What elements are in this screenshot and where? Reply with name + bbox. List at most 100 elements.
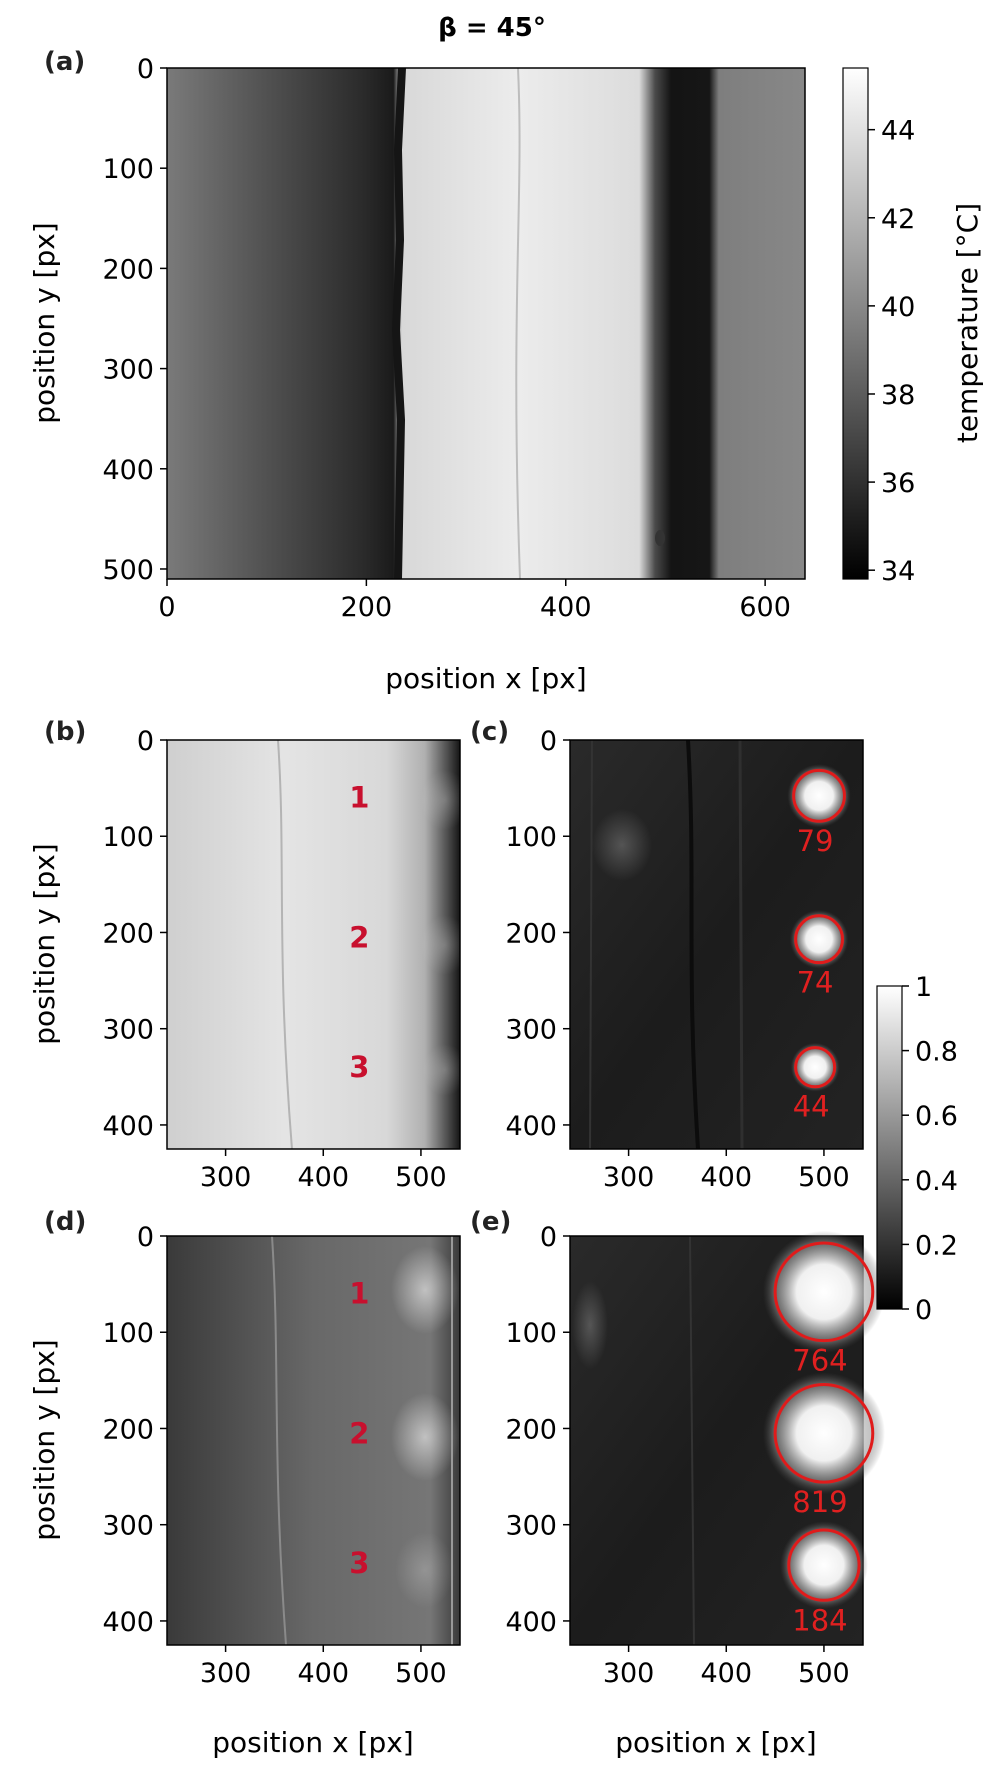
ytick-label-e-3: 300 [505, 1511, 557, 1542]
ytick-label-d-1: 100 [102, 1318, 154, 1349]
heatmap-a [167, 68, 805, 579]
frame-d [166, 1235, 461, 1646]
glow-e [572, 1281, 608, 1369]
cbar-ticks-a-label-5: 44 [881, 116, 915, 147]
ticks-b: 300 400 500 0 100 200 300 400 [102, 726, 446, 1193]
cbar-ticks-a-label-0: 34 [881, 556, 915, 587]
marker-d-1: 2 [349, 1416, 369, 1450]
glow-b-1 [421, 770, 460, 830]
streak-c-3 [589, 740, 593, 1149]
glow-b-3 [423, 1044, 460, 1096]
cbar-ticks-ce-label-4: 0.8 [915, 1037, 958, 1068]
marker-d-2: 3 [349, 1546, 369, 1580]
ytick-label-a-0: 0 [137, 54, 154, 85]
panel-label-d: (d) [44, 1207, 86, 1237]
xtick-label-d-2: 500 [395, 1658, 447, 1689]
streak-c-2 [738, 740, 744, 1149]
ytick-label-a-3: 300 [102, 355, 154, 386]
markers-b: 1 2 3 [349, 781, 369, 1084]
panel-d: (d) 300 400 500 0 100 200 300 400 1 2 3 position … [28, 1207, 461, 1759]
xtick-label-e-2: 500 [798, 1658, 850, 1689]
ticks-a: 0 200 400 600 0 100 200 300 400 500 [102, 54, 790, 623]
glow-b-2 [421, 915, 460, 975]
panel-label-e: (e) [470, 1207, 511, 1237]
xtick-label-b-2: 500 [395, 1162, 447, 1193]
xtick-label-c-1: 400 [700, 1162, 752, 1193]
marker-b-1: 2 [349, 920, 369, 954]
glow-d-2 [391, 1393, 459, 1481]
spot-value-e-0: 764 [792, 1344, 847, 1378]
ytick-label-c-1: 100 [505, 822, 557, 853]
xtick-label-b-1: 400 [297, 1162, 349, 1193]
ytick-label-a-2: 200 [102, 254, 154, 285]
marker-b-0: 1 [349, 781, 369, 815]
xlabel-e: position x [px] [615, 1726, 816, 1759]
spot-circle-e-1 [773, 1382, 875, 1484]
xtick-label-c-2: 500 [798, 1162, 850, 1193]
spot-value-e-1: 819 [792, 1485, 847, 1519]
cbar-ticks-ce-label-2: 0.4 [915, 1166, 958, 1197]
cbar-ticks-ce-label-3: 0.6 [915, 1101, 958, 1132]
streak-d [271, 1236, 287, 1645]
cbar-ticks-ce-label-0: 0 [915, 1295, 932, 1326]
heatmap-b [167, 740, 460, 1149]
ylabel-d: position y [px] [28, 1339, 61, 1540]
defect-a [655, 530, 665, 546]
glow-c [592, 809, 652, 881]
colorbar-ce [876, 985, 903, 1310]
xtick-label-a-3: 600 [739, 592, 791, 623]
xtick-label-e-0: 300 [603, 1658, 655, 1689]
spot-circle-e-2 [787, 1528, 861, 1602]
xtick-label-b-0: 300 [200, 1162, 252, 1193]
colorbar-ce-ticks: 0 0.2 0.4 0.6 0.8 1 [902, 972, 958, 1326]
frame-c [569, 739, 864, 1150]
xtick-label-d-0: 300 [200, 1658, 252, 1689]
glow-d-1 [391, 1246, 459, 1334]
spot-value-c-2: 44 [793, 1090, 830, 1124]
markers-d: 1 2 3 [349, 1277, 369, 1580]
ytick-label-e-2: 200 [505, 1414, 557, 1445]
ytick-label-e-0: 0 [540, 1222, 557, 1253]
spot-blob-c-2 [790, 1042, 840, 1092]
frame-a [166, 67, 806, 580]
ylabel-b: position y [px] [28, 843, 61, 1044]
spot-circle-c-1 [794, 914, 844, 965]
xtick-label-c-0: 300 [603, 1162, 655, 1193]
panel-a: (a) 0 200 400 600 0 100 200 300 400 500 position … [28, 47, 984, 695]
xtick-label-e-1: 400 [700, 1658, 752, 1689]
colorbar-a-ticks: 34 36 38 40 42 44 [868, 116, 915, 587]
spots-e: 764 819 184 [762, 1230, 885, 1637]
cbar-ticks-ce-label-1: 0.2 [915, 1230, 958, 1261]
xtick-label-d-1: 400 [297, 1658, 349, 1689]
cbar-ticks-a-label-3: 40 [881, 292, 915, 323]
spot-circle-c-0 [792, 768, 846, 823]
panel-e: (e) 300 400 500 0 100 200 300 400 764 819 184 pos… [470, 1207, 885, 1759]
ytick-label-a-1: 100 [102, 154, 154, 185]
ytick-label-b-4: 400 [102, 1111, 154, 1142]
spot-blob-e-0 [762, 1230, 885, 1353]
edge-a-left [391, 68, 406, 579]
panel-label-c: (c) [470, 717, 509, 747]
streak-a [515, 68, 521, 579]
spot-blob-c-0 [787, 764, 851, 828]
ytick-label-c-2: 200 [505, 918, 557, 949]
ytick-label-b-2: 200 [102, 918, 154, 949]
colorbar-a-label: temperature [°C] [951, 203, 984, 443]
ytick-label-d-2: 200 [102, 1414, 154, 1445]
colorbar-a [842, 67, 869, 580]
spots-c: 79 74 44 [787, 764, 851, 1124]
streak-e [689, 1236, 695, 1645]
cbar-ticks-a-label-4: 42 [881, 204, 915, 235]
ytick-label-a-4: 400 [102, 455, 154, 486]
cbar-ticks-a-label-1: 36 [881, 468, 915, 499]
spot-value-c-1: 74 [797, 966, 834, 1000]
spot-circle-c-2 [794, 1046, 837, 1089]
ticks-d: 300 400 500 0 100 200 300 400 [102, 1222, 446, 1689]
xtick-label-a-1: 200 [341, 592, 393, 623]
cbar-ticks-a-label-2: 38 [881, 380, 915, 411]
spot-blob-e-2 [779, 1521, 868, 1610]
figure-title: β = 45° [438, 13, 546, 43]
spot-blob-e-1 [762, 1372, 885, 1495]
streak-b [277, 740, 293, 1149]
